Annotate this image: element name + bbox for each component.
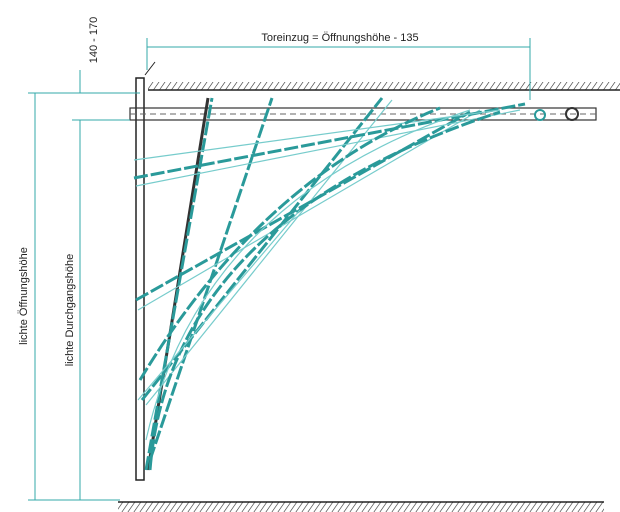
toreinzug-label: Toreinzug = Öffnungshöhe - 135: [261, 32, 418, 44]
passage-height-label: lichte Durchgangshöhe: [64, 254, 76, 367]
ceiling-hatch: [148, 82, 620, 90]
dimension-lines: [28, 38, 530, 500]
door-positions: [134, 98, 525, 470]
floor-hatch: [118, 502, 604, 512]
roller: [535, 110, 545, 120]
offset-label: 140 - 170: [88, 17, 100, 63]
frame: [136, 78, 144, 480]
diagram: Toreinzug = Öffnungshöhe - 135 140 - 170…: [0, 0, 620, 512]
opening-height-label: lichte Öffnungshöhe: [18, 247, 30, 345]
